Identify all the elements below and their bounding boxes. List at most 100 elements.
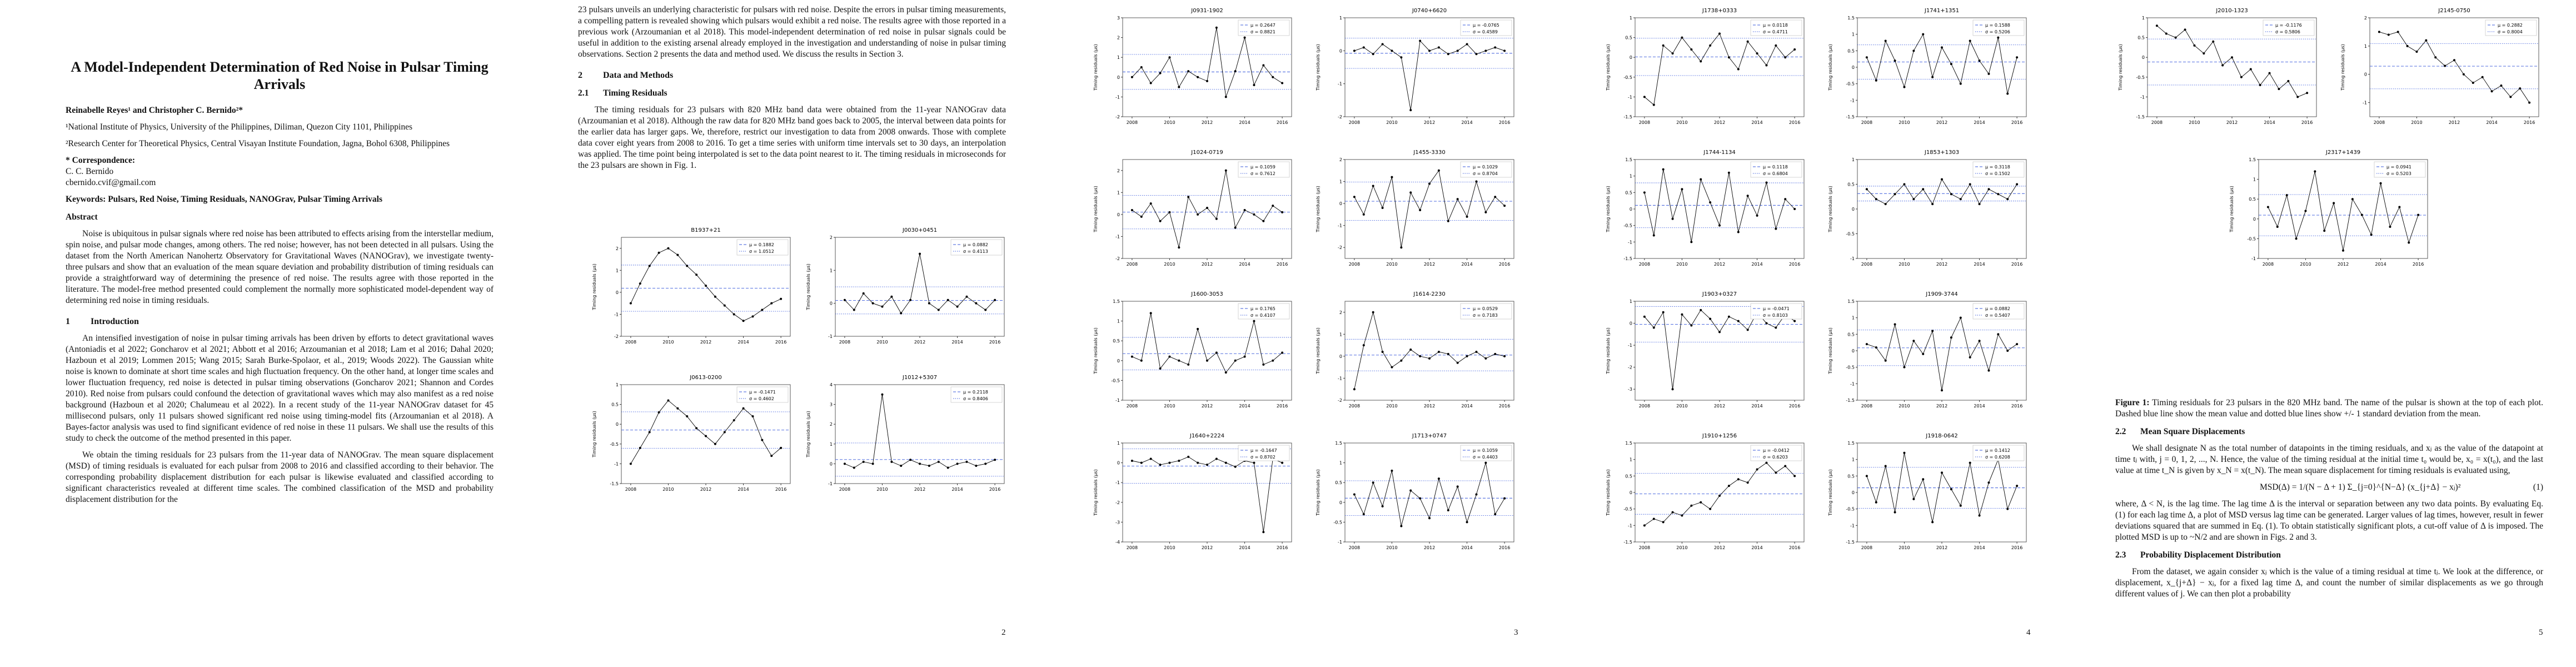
residual-point — [1178, 359, 1180, 362]
residual-point — [946, 298, 949, 301]
residual-point — [1178, 460, 1180, 462]
residual-point — [1253, 320, 1255, 322]
y-tick-label: -2 — [1338, 115, 1342, 120]
residual-point — [1894, 323, 1896, 326]
timing-residual-plot: J0931-1902 Timing residuals (μs) -2 -1 0 1 2 3 2… — [1093, 8, 1292, 125]
residual-point — [686, 415, 689, 417]
y-axis-label: Timing residuals (μs) — [1828, 186, 1833, 232]
residual-point — [1437, 46, 1440, 49]
x-tick-label: 2008 — [1639, 262, 1650, 267]
x-tick-label: 2014 — [1974, 545, 1985, 550]
y-tick-label: -0.5 — [1846, 507, 1855, 512]
residual-point — [1875, 501, 1877, 504]
residual-point — [1484, 357, 1487, 360]
residual-point — [975, 302, 978, 305]
residual-line — [1644, 310, 1795, 390]
x-tick-label: 2010 — [1386, 120, 1397, 125]
timing-residual-plot: J2145-0750 Timing residuals (μs) -1 0 1 2 2008… — [2340, 8, 2539, 125]
timing-residual-plot: J1741+1351 Timing residuals (μs) -1.5 -1 -0.… — [1828, 8, 2027, 125]
residual-point — [1466, 355, 1468, 357]
x-tick-label: 2012 — [1714, 262, 1725, 267]
residual-point — [1475, 350, 1478, 353]
y-tick-label: 0 — [830, 301, 833, 306]
x-tick-label: 2014 — [1461, 545, 1472, 550]
residual-point — [1494, 46, 1497, 49]
y-tick-label: 0 — [616, 422, 619, 427]
x-tick-label: 2014 — [1239, 262, 1250, 267]
residual-point — [1466, 521, 1468, 524]
paragraph: 23 pulsars unveils an underlying charact… — [578, 5, 1006, 59]
residual-point — [2266, 206, 2269, 208]
timing-residual-plot: J1024-0719 Timing residuals (μs) -2 -1 0 1 2 20… — [1093, 150, 1292, 267]
residual-point — [639, 446, 641, 449]
y-tick-label: 0.5 — [1625, 190, 1632, 195]
x-tick-label: 2016 — [1277, 120, 1288, 125]
residual-point — [1959, 82, 1962, 85]
y-tick-label: -1 — [1628, 240, 1632, 245]
residual-point — [2240, 76, 2243, 78]
x-tick-label: 2012 — [700, 487, 711, 492]
legend-box — [1972, 445, 2025, 461]
residual-point — [2016, 56, 2019, 59]
residual-point — [909, 298, 912, 301]
residual-point — [1643, 191, 1646, 194]
y-tick-label: -2 — [1115, 500, 1120, 505]
residual-line — [2268, 171, 2419, 251]
legend-label: μ = 0.0882 — [1985, 306, 2010, 311]
residual-point — [1381, 207, 1384, 210]
residual-point — [695, 427, 698, 430]
residual-point — [1709, 507, 1712, 510]
residual-point — [2490, 90, 2493, 93]
residual-point — [937, 460, 940, 463]
timing-residual-plot: J1614-2230 Timing residuals (μs) -2 -1 0 1 2 20… — [1316, 291, 1514, 409]
residual-point — [1746, 195, 1749, 197]
y-tick-label: 0.5 — [1625, 474, 1632, 479]
residual-point — [2425, 39, 2428, 42]
y-tick-label: 1 — [616, 268, 619, 273]
residual-point — [1950, 336, 1952, 339]
residual-point — [1875, 79, 1877, 82]
legend-box — [736, 386, 789, 403]
y-axis-label: Timing residuals (μs) — [1316, 327, 1321, 374]
residual-point — [1681, 188, 1683, 191]
caption-label: Figure 1: — [2115, 398, 2150, 407]
y-tick-label: -0.5 — [2136, 75, 2145, 80]
residual-point — [1987, 188, 1990, 191]
residual-point — [1643, 96, 1646, 98]
residual-point — [984, 308, 987, 311]
residual-point — [1281, 461, 1284, 464]
y-tick-label: -3 — [1628, 387, 1632, 392]
residual-point — [965, 295, 968, 298]
y-tick-label: 3 — [830, 402, 833, 407]
plot-title: J1640+2224 — [1189, 433, 1224, 439]
residual-point — [1428, 357, 1431, 360]
timing-residual-plot: J1853+1303 Timing residuals (μs) -1 -0.5 0 0.… — [1828, 150, 2027, 267]
legend-box — [1972, 19, 2025, 36]
y-tick-label: 0 — [1339, 500, 1342, 505]
residual-point — [1400, 246, 1403, 249]
section-title: Data and Methods — [603, 71, 674, 80]
residual-point — [1428, 517, 1431, 520]
residual-line — [844, 394, 995, 469]
y-tick-label: 1 — [1117, 441, 1120, 446]
residual-point — [1503, 497, 1506, 500]
residual-point — [1419, 497, 1422, 500]
y-tick-label: -1 — [1338, 376, 1342, 381]
residual-point — [1130, 460, 1133, 462]
y-tick-label: -2 — [1338, 398, 1342, 403]
residual-point — [853, 308, 855, 311]
timing-residual-plot: J1455-3330 Timing residuals (μs) -2 -1 0 1 2 20… — [1316, 150, 1514, 267]
x-tick-label: 2014 — [738, 340, 749, 345]
residual-point — [1187, 363, 1190, 366]
x-tick-label: 2012 — [2338, 262, 2349, 267]
abstract-heading: Abstract — [66, 212, 98, 222]
residual-point — [1978, 514, 1981, 517]
residual-point — [1437, 477, 1440, 480]
x-tick-label: 2014 — [1751, 404, 1762, 409]
residual-point — [1700, 501, 1702, 504]
timing-residual-plot: J0740+6620 Timing residuals (μs) -2 -1 0 1 200… — [1316, 8, 1514, 125]
y-tick-label: -1 — [828, 334, 833, 339]
y-tick-label: -0.5 — [1623, 507, 1632, 512]
residual-point — [1362, 344, 1365, 347]
y-tick-label: 0.5 — [1335, 480, 1342, 485]
